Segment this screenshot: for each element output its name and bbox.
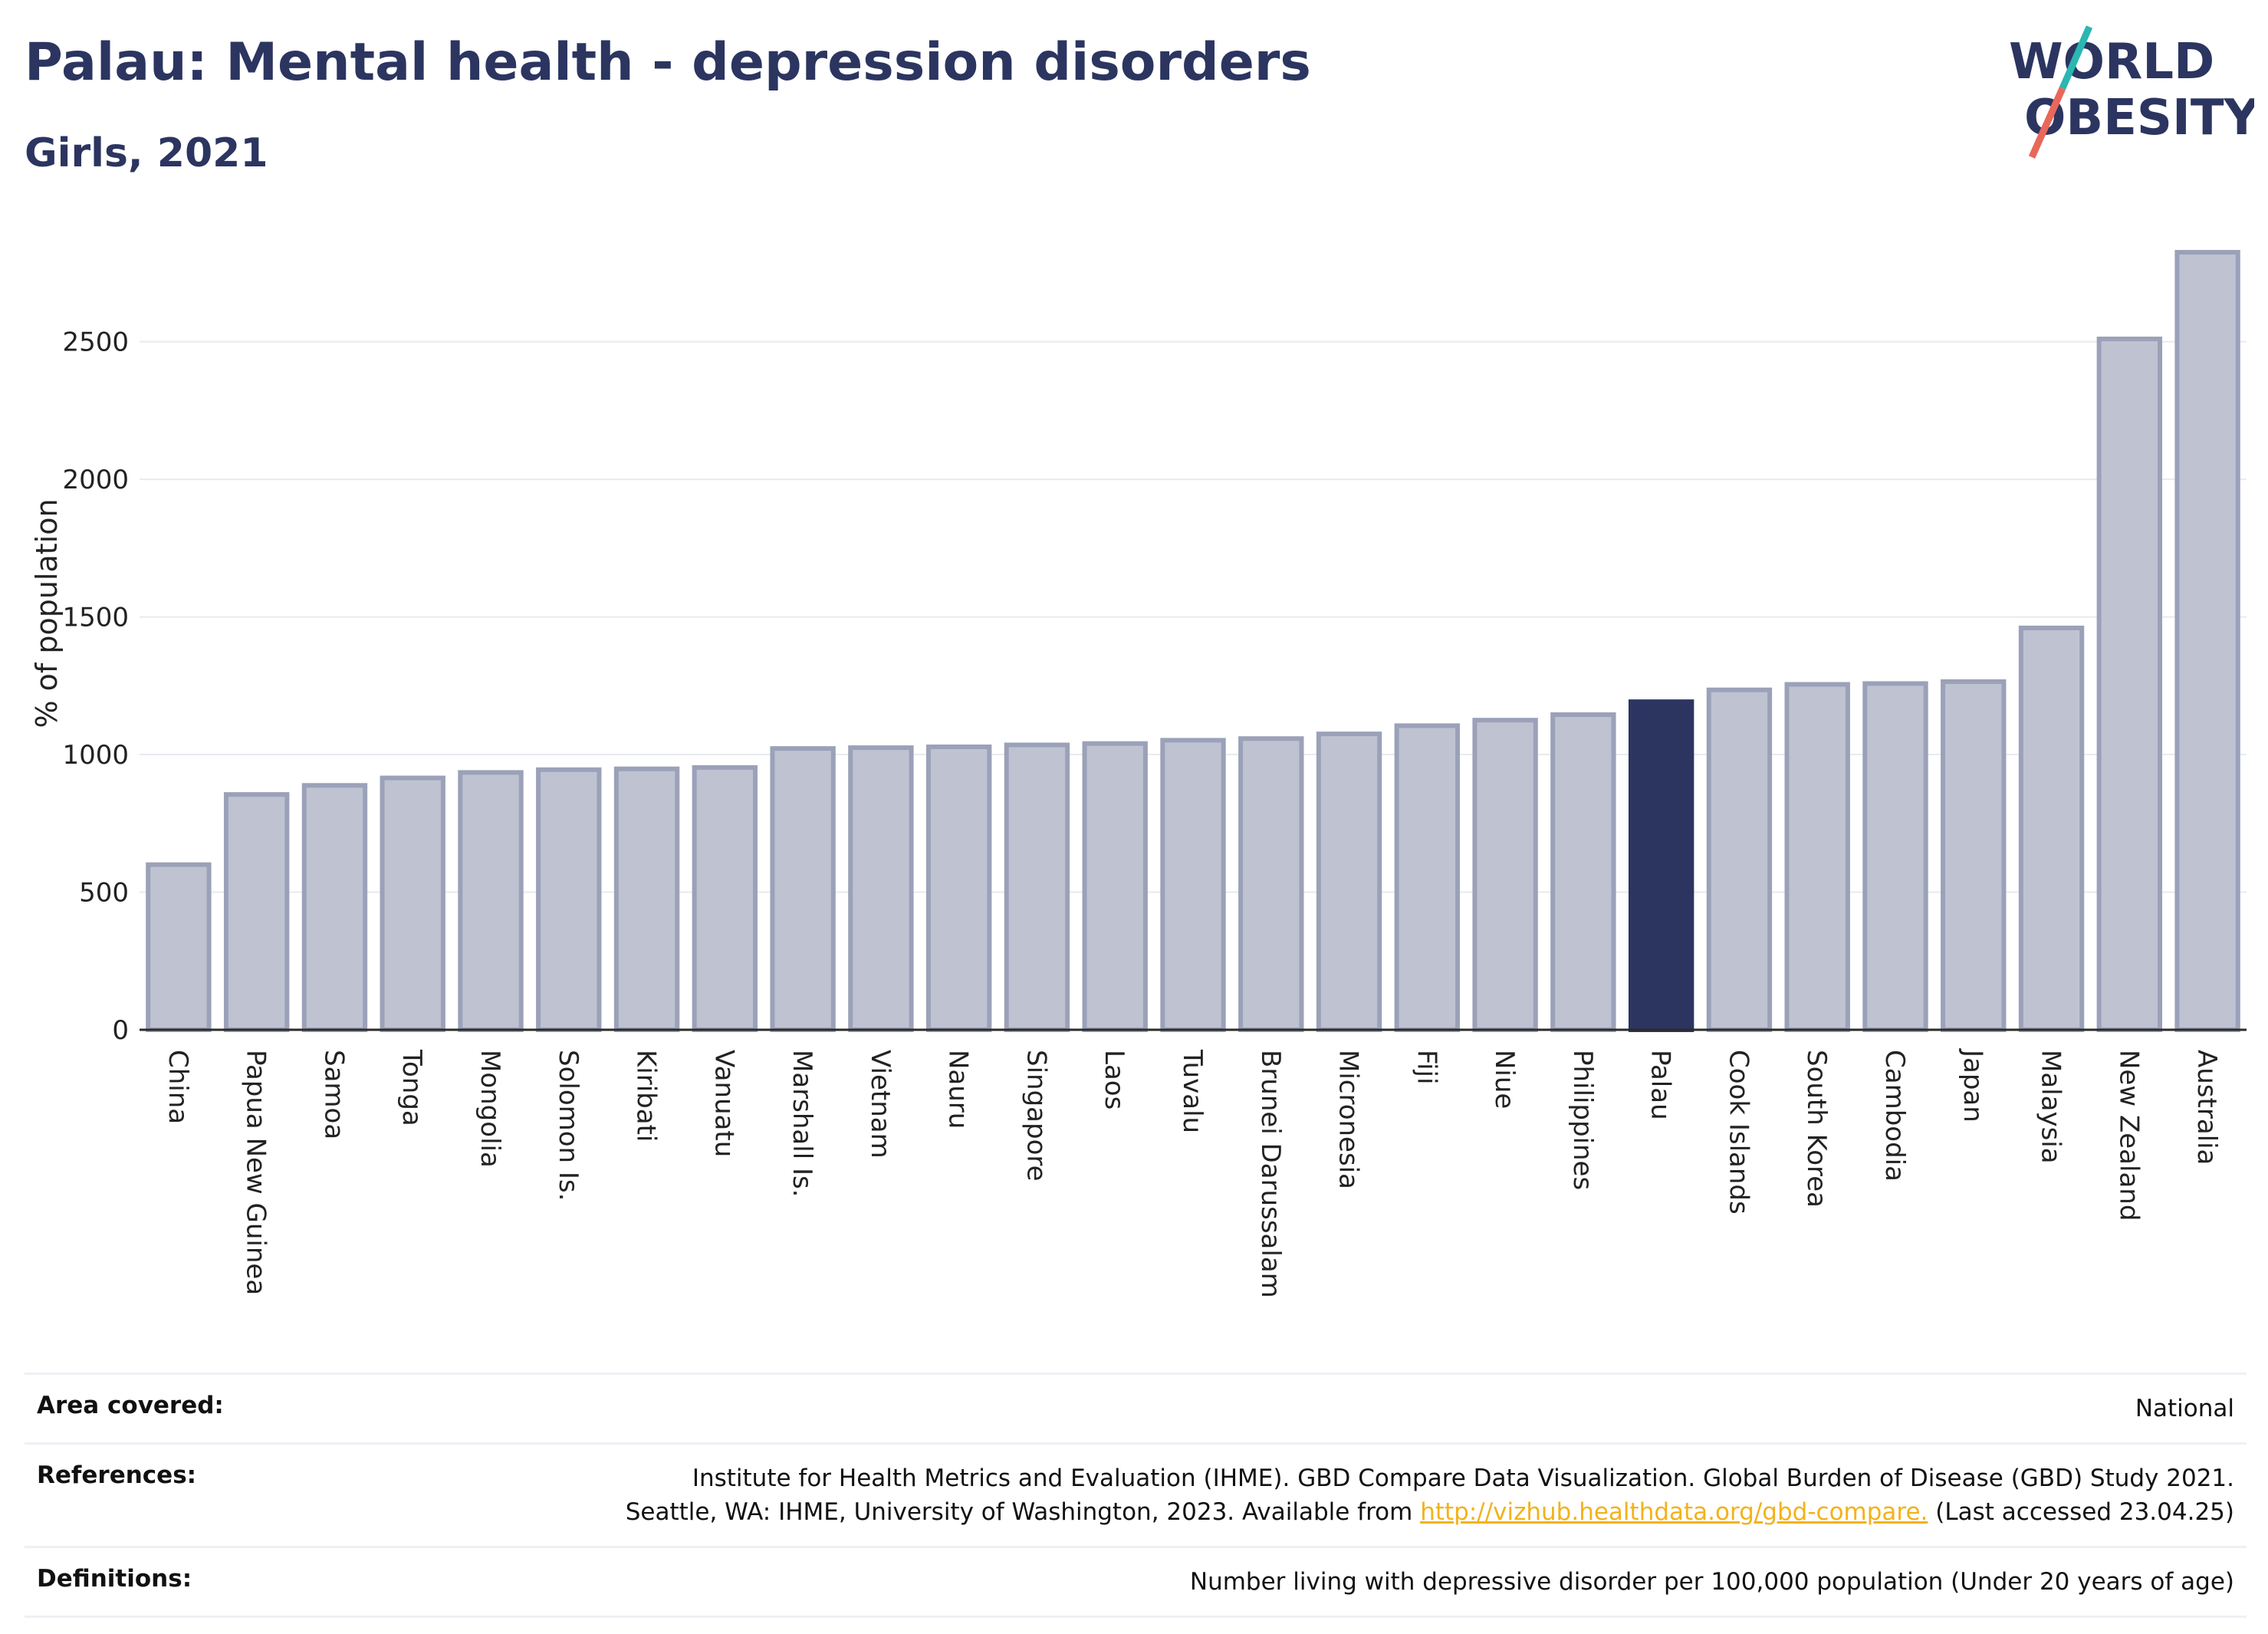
bar-philippines: [1550, 712, 1616, 1032]
x-tick-label: Solomon Is.: [553, 1050, 583, 1201]
x-tick-label: Marshall Is.: [787, 1050, 817, 1198]
bar-china: [146, 862, 212, 1033]
definitions-label: Definitions:: [37, 1565, 192, 1593]
references-line1: Institute for Health Metrics and Evaluat…: [692, 1465, 2234, 1492]
bar-singapore: [1004, 742, 1070, 1033]
bar-micronesia: [1316, 732, 1382, 1032]
logo-text-obesity: OBESITY: [2024, 90, 2254, 146]
x-tick-label: Papua New Guinea: [241, 1050, 271, 1295]
bar-mongolia: [458, 770, 524, 1032]
x-tick-label: Samoa: [318, 1050, 349, 1139]
footer-definitions-row: Definitions: Number living with depressi…: [25, 1546, 2247, 1618]
bar-australia: [2174, 249, 2240, 1032]
bar-palau: [1628, 699, 1694, 1033]
bar-japan: [1941, 679, 2007, 1032]
x-tick-label: Tuvalu: [1177, 1049, 1208, 1133]
x-tick-label: Japan: [1957, 1048, 1988, 1123]
bar-cambodia: [1862, 681, 1928, 1032]
x-tick-label: Cambodia: [1879, 1050, 1910, 1182]
bar-fiji: [1394, 723, 1461, 1032]
bar-cook-islands: [1706, 687, 1773, 1032]
x-tick-label: Fiji: [1411, 1050, 1441, 1084]
x-tick-label: Singapore: [1021, 1050, 1051, 1182]
world-obesity-logo: WORLD OBESITY: [2009, 25, 2254, 159]
x-tick-label: Vanuatu: [708, 1050, 739, 1157]
area-label: Area covered:: [37, 1392, 224, 1419]
bars: [146, 249, 2240, 1033]
references-value: Institute for Health Metrics and Evaluat…: [626, 1461, 2234, 1529]
footer-references-row: References: Institute for Health Metrics…: [25, 1442, 2247, 1546]
area-value: National: [2135, 1395, 2234, 1422]
bar-south-korea: [1784, 682, 1850, 1032]
chart-footer: Area covered: National References: Insti…: [25, 1373, 2247, 1618]
y-tick-label: 0: [112, 1015, 129, 1046]
x-axis-ticks: China Papua New Guinea Samoa Tonga Mongolia S…: [163, 1048, 2222, 1298]
logo-text-world: WORLD: [2009, 34, 2214, 90]
bar-chart: 0 500 1000 1500 2000 2500 China Papua New Guin…: [30, 249, 2247, 1298]
bar-tonga: [380, 775, 445, 1032]
definitions-value: Number living with depressive disorder p…: [1189, 1568, 2234, 1596]
references-line2: Seattle, WA: IHME, University of Washing…: [625, 1498, 1413, 1526]
x-tick-label: Malaysia: [2036, 1050, 2066, 1164]
y-axis-label: % of population: [30, 498, 64, 728]
bar-new-zealand: [2096, 337, 2163, 1032]
x-tick-label: Niue: [1489, 1050, 1520, 1109]
y-tick-label: 2500: [62, 327, 129, 358]
bar-nauru: [925, 745, 992, 1032]
logo-slash-coral: [2028, 87, 2066, 159]
x-tick-label: Kiribati: [631, 1050, 662, 1142]
bar-papua-new-guinea: [223, 792, 290, 1032]
x-tick-label: South Korea: [1801, 1050, 1832, 1208]
chart-subtitle: Girls, 2021: [25, 130, 268, 176]
bar-kiribati: [613, 766, 680, 1032]
bar-brunei-darussalam: [1238, 736, 1304, 1033]
y-axis-ticks: 0 500 1000 1500 2000 2500: [62, 327, 129, 1046]
bar-vanuatu: [692, 764, 758, 1032]
bar-niue: [1472, 718, 1538, 1032]
x-tick-label: China: [163, 1050, 193, 1124]
x-tick-label: Palau: [1645, 1050, 1676, 1120]
y-tick-label: 1500: [62, 603, 129, 633]
bar-vietnam: [848, 745, 914, 1032]
y-tick-label: 1000: [62, 740, 129, 771]
y-tick-label: 500: [79, 878, 129, 909]
logo-slash-teal: [2059, 25, 2093, 90]
x-tick-label: Micronesia: [1333, 1050, 1364, 1189]
x-tick-label: Philippines: [1567, 1050, 1598, 1190]
references-link[interactable]: http://vizhub.healthdata.org/gbd-compare…: [1420, 1498, 1928, 1526]
x-tick-label: New Zealand: [2113, 1050, 2144, 1221]
bar-samoa: [301, 783, 368, 1033]
bar-laos: [1082, 741, 1148, 1033]
x-tick-label: Laos: [1099, 1050, 1129, 1110]
x-tick-label: Vietnam: [865, 1050, 896, 1159]
footer-area-row: Area covered: National: [25, 1373, 2247, 1442]
references-label: References:: [37, 1461, 197, 1489]
bar-solomon-is-: [536, 767, 602, 1032]
chart-title: Palau: Mental health - depression disord…: [25, 32, 1311, 93]
x-tick-label: Australia: [2191, 1050, 2222, 1165]
x-tick-label: Nauru: [943, 1050, 974, 1129]
bar-malaysia: [2018, 625, 2085, 1032]
bar-marshall-is-: [770, 746, 836, 1032]
x-tick-label: Tonga: [396, 1049, 427, 1126]
y-tick-label: 2000: [62, 465, 129, 495]
x-tick-label: Mongolia: [475, 1050, 505, 1168]
references-suffix: (Last accessed 23.04.25): [1935, 1498, 2234, 1526]
x-tick-label: Brunei Darussalam: [1255, 1050, 1286, 1298]
bar-tuvalu: [1160, 738, 1226, 1033]
x-tick-label: Cook Islands: [1723, 1050, 1754, 1215]
